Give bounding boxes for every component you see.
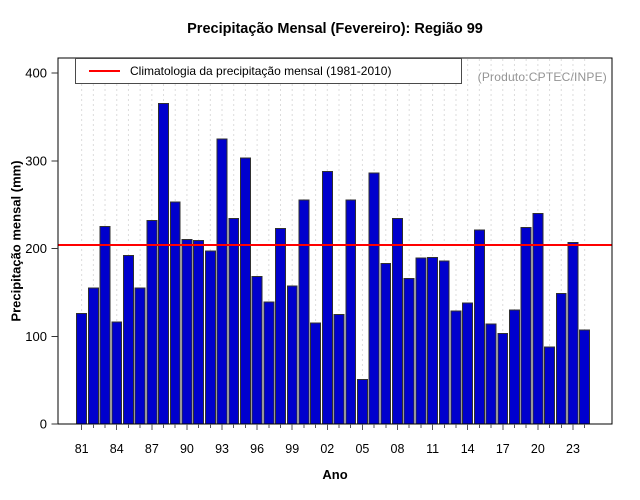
bar-1992 xyxy=(204,250,216,425)
bar-1982 xyxy=(87,287,99,425)
y-axis-title: Precipitação mensal (mm) xyxy=(8,160,24,322)
bar-2013 xyxy=(450,310,462,425)
bar-2006 xyxy=(368,172,380,425)
bar-1988 xyxy=(158,103,169,425)
bar-2018 xyxy=(509,309,520,425)
bar-1986 xyxy=(134,287,146,425)
climatology-line-swatch xyxy=(89,70,120,72)
x-tick-label-2014: 14 xyxy=(461,442,475,456)
x-tick-label-1993: 93 xyxy=(215,442,229,456)
bar-1989 xyxy=(169,201,181,425)
bar-2002 xyxy=(321,170,333,425)
bar-2003 xyxy=(333,313,345,425)
bar-1993 xyxy=(216,138,228,425)
bar-2009 xyxy=(403,277,415,425)
x-tick-label-1984: 84 xyxy=(110,442,124,456)
bar-2004 xyxy=(345,199,357,425)
x-axis-title: Ano xyxy=(322,467,348,482)
bar-2019 xyxy=(520,226,532,425)
bar-2014 xyxy=(462,302,474,425)
y-tick-label-100: 100 xyxy=(25,329,47,344)
chart-title: Precipitação Mensal (Fevereiro): Região … xyxy=(187,21,483,37)
bar-2021 xyxy=(544,346,556,425)
x-tick-label-2017: 17 xyxy=(496,442,510,456)
y-tick-label-300: 300 xyxy=(25,153,47,168)
bar-2023 xyxy=(567,241,579,425)
bar-2015 xyxy=(473,229,485,425)
bar-1996 xyxy=(251,276,263,425)
bar-1990 xyxy=(181,239,193,425)
bar-1998 xyxy=(275,227,286,425)
bar-2022 xyxy=(555,292,567,425)
bar-1984 xyxy=(111,321,123,425)
bar-1987 xyxy=(146,219,158,425)
x-tick-label-1987: 87 xyxy=(145,442,159,456)
product-credit: (Produto:CPTEC/INPE) xyxy=(477,70,607,84)
x-tick-label-2011: 11 xyxy=(426,442,439,456)
x-tick-label-2005: 05 xyxy=(355,442,369,456)
x-tick-label-2020: 20 xyxy=(531,442,545,456)
bar-2010 xyxy=(415,257,427,425)
x-tick-label-1981: 81 xyxy=(75,442,89,456)
bar-1983 xyxy=(99,226,111,425)
x-tick-label-1996: 96 xyxy=(250,442,264,456)
x-tick-label-2023: 23 xyxy=(566,442,580,456)
x-tick-label-2002: 02 xyxy=(320,442,334,456)
bar-2024 xyxy=(579,329,591,425)
bar-1985 xyxy=(122,255,134,425)
bar-2007 xyxy=(380,262,392,425)
bar-1994 xyxy=(228,218,240,425)
x-tick-label-1990: 90 xyxy=(180,442,194,456)
bar-2017 xyxy=(497,333,509,425)
bar-1997 xyxy=(263,301,275,425)
x-tick-label-1999: 99 xyxy=(285,442,299,456)
bar-1981 xyxy=(76,312,88,425)
bar-2016 xyxy=(485,323,497,425)
bar-2005 xyxy=(356,378,368,425)
legend-box: Climatologia da precipitação mensal (198… xyxy=(75,58,462,84)
legend-label: Climatologia da precipitação mensal (198… xyxy=(130,64,392,78)
bar-2008 xyxy=(392,218,403,425)
bar-2012 xyxy=(438,260,450,425)
bar-1999 xyxy=(286,285,298,425)
y-tick-label-400: 400 xyxy=(25,66,47,81)
bar-2000 xyxy=(298,199,310,425)
x-tick-label-2008: 08 xyxy=(391,442,405,456)
bar-1995 xyxy=(239,157,251,425)
y-tick-label-200: 200 xyxy=(25,241,47,256)
bar-1991 xyxy=(193,240,205,425)
bar-2001 xyxy=(310,322,322,425)
y-tick-label-0: 0 xyxy=(40,417,47,432)
bar-2011 xyxy=(427,256,439,425)
